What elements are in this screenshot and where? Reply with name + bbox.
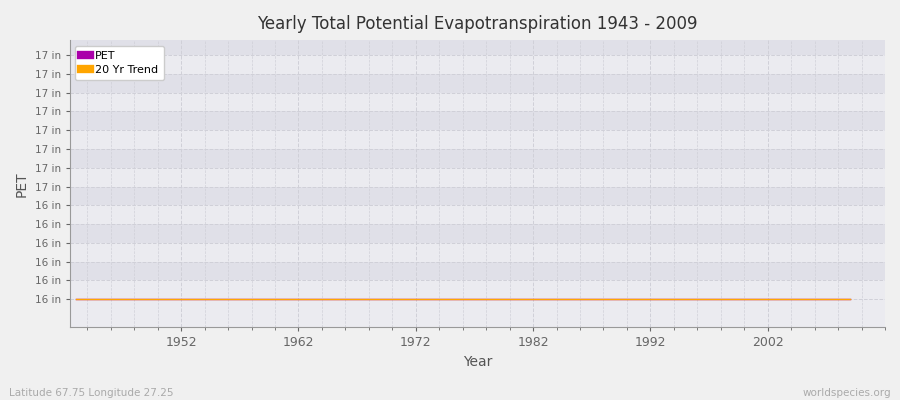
Y-axis label: PET: PET bbox=[15, 171, 29, 196]
Bar bbox=[69, 299, 885, 328]
Title: Yearly Total Potential Evapotranspiration 1943 - 2009: Yearly Total Potential Evapotranspiratio… bbox=[257, 15, 698, 33]
20 Yr Trend bbox=[797, 297, 808, 302]
Legend: PET, 20 Yr Trend: PET, 20 Yr Trend bbox=[76, 46, 164, 80]
20 Yr Trend bbox=[70, 297, 81, 302]
Bar bbox=[69, 93, 885, 112]
Bar bbox=[69, 224, 885, 243]
20 Yr Trend bbox=[246, 297, 256, 302]
20 Yr Trend bbox=[387, 297, 398, 302]
Bar bbox=[69, 262, 885, 280]
Bar bbox=[69, 130, 885, 149]
PET bbox=[387, 297, 398, 302]
Bar bbox=[69, 280, 885, 299]
PET bbox=[422, 297, 433, 302]
Bar bbox=[69, 205, 885, 224]
20 Yr Trend bbox=[422, 297, 433, 302]
20 Yr Trend bbox=[187, 297, 198, 302]
Bar bbox=[69, 55, 885, 74]
PET bbox=[797, 297, 808, 302]
Bar bbox=[69, 112, 885, 130]
Bar bbox=[69, 168, 885, 186]
Bar bbox=[69, 149, 885, 168]
PET bbox=[657, 297, 668, 302]
Bar bbox=[69, 40, 885, 55]
Text: worldspecies.org: worldspecies.org bbox=[803, 388, 891, 398]
PET bbox=[246, 297, 256, 302]
PET bbox=[187, 297, 198, 302]
Text: Latitude 67.75 Longitude 27.25: Latitude 67.75 Longitude 27.25 bbox=[9, 388, 174, 398]
PET bbox=[844, 297, 855, 302]
X-axis label: Year: Year bbox=[463, 355, 492, 369]
Bar bbox=[69, 186, 885, 205]
Bar bbox=[69, 74, 885, 93]
Bar bbox=[69, 243, 885, 262]
20 Yr Trend bbox=[657, 297, 668, 302]
PET bbox=[70, 297, 81, 302]
20 Yr Trend bbox=[844, 297, 855, 302]
